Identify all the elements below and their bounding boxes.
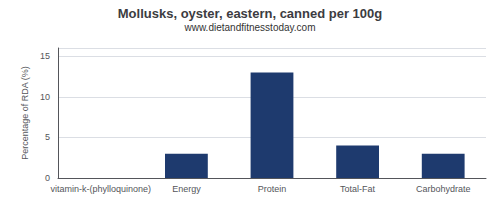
svg-text:Total-Fat: Total-Fat <box>340 184 376 194</box>
svg-text:15: 15 <box>40 51 50 61</box>
svg-text:5: 5 <box>45 132 50 142</box>
svg-text:10: 10 <box>40 92 50 102</box>
svg-text:Protein: Protein <box>258 184 287 194</box>
svg-text:0: 0 <box>45 173 50 183</box>
svg-text:Carbohydrate: Carbohydrate <box>416 184 471 194</box>
svg-text:www.dietandfitnesstoday.com: www.dietandfitnesstoday.com <box>184 22 316 33</box>
svg-text:Percentage of RDA (%): Percentage of RDA (%) <box>20 66 30 160</box>
svg-text:vitamin-k-(phylloquinone): vitamin-k-(phylloquinone) <box>51 184 152 194</box>
svg-text:Energy: Energy <box>172 184 201 194</box>
svg-text:Mollusks, oyster, eastern, can: Mollusks, oyster, eastern, canned per 10… <box>118 6 383 21</box>
